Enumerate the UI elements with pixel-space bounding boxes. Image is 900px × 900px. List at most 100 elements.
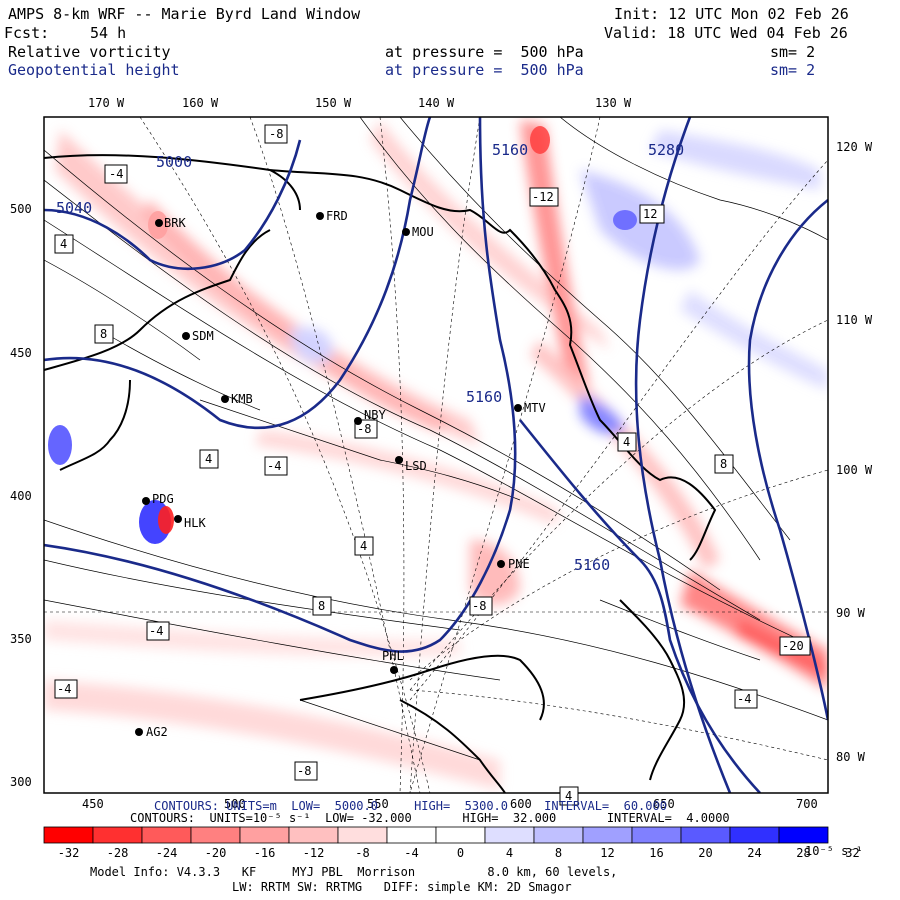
station-kmb: KMB bbox=[221, 392, 253, 406]
x-tick: 450 bbox=[82, 797, 104, 811]
y-tick: 300 bbox=[10, 775, 32, 789]
svg-text:KMB: KMB bbox=[231, 392, 253, 406]
vort-label: -8 bbox=[269, 127, 283, 141]
station-nby: NBY bbox=[354, 408, 386, 425]
lon-label: 90 W bbox=[836, 606, 866, 620]
y-tick: 450 bbox=[10, 346, 32, 360]
field1-smoothing: sm= 2 bbox=[770, 43, 816, 61]
plot-frame bbox=[43, 116, 829, 794]
colorbar-swatch bbox=[190, 826, 241, 844]
svg-text:BRK: BRK bbox=[164, 216, 186, 230]
x-tick: 700 bbox=[796, 797, 818, 811]
lon-label: 110 W bbox=[836, 313, 873, 327]
lon-label: 120 W bbox=[836, 140, 873, 154]
colorbar-tick: -4 bbox=[404, 846, 418, 860]
vorticity-field bbox=[44, 117, 828, 793]
height-contour-5100 bbox=[44, 117, 432, 430]
station-sdm: SDM bbox=[182, 329, 214, 343]
colorbar-swatch bbox=[484, 826, 535, 844]
vorticity-contour-info: CONTOURS: UNITS=10⁻⁵ s⁻¹ LOW= -32.000 HI… bbox=[130, 811, 730, 825]
svg-text:PNE: PNE bbox=[508, 557, 530, 571]
height-label: 5160 bbox=[492, 141, 528, 159]
svg-text:PDG: PDG bbox=[152, 492, 174, 506]
vort-label: -12 bbox=[532, 190, 554, 204]
svg-text:LSD: LSD bbox=[405, 459, 427, 473]
colorbar-tick: -20 bbox=[205, 846, 227, 860]
svg-text:SDM: SDM bbox=[192, 329, 214, 343]
fcst-label: Fcst: bbox=[4, 24, 50, 42]
colorbar-units: 10⁻⁵ s⁻¹ bbox=[805, 844, 863, 858]
vort-label: 4 bbox=[360, 539, 367, 553]
colorbar-tick: 24 bbox=[747, 846, 761, 860]
height-label: 5040 bbox=[56, 199, 92, 217]
vort-label: -4 bbox=[149, 624, 163, 638]
colorbar-swatch bbox=[631, 826, 682, 844]
colorbar-tick: 32 bbox=[845, 846, 859, 860]
colorbar-tick: 12 bbox=[600, 846, 614, 860]
physics-info: LW: RRTM SW: RRTMG DIFF: simple KM: 2D S… bbox=[232, 880, 572, 894]
fcst-value: 54 h bbox=[90, 24, 127, 42]
vort-label: 4 bbox=[623, 435, 630, 449]
field1-level: at pressure = 500 hPa bbox=[385, 43, 584, 61]
valid-time: Valid: 18 UTC Wed 04 Feb 26 bbox=[604, 24, 848, 42]
colorbar-tick: 8 bbox=[555, 846, 562, 860]
station-frd: FRD bbox=[316, 209, 348, 223]
svg-text:MTV: MTV bbox=[524, 401, 546, 415]
height-label: 5280 bbox=[648, 141, 684, 159]
colorbar-tick: -28 bbox=[107, 846, 129, 860]
height-contour-5160b bbox=[518, 419, 761, 793]
height-contour-info: CONTOURS: UNITS=m LOW= 5000.0 HIGH= 5300… bbox=[154, 799, 667, 813]
colorbar-tick: 28 bbox=[796, 846, 810, 860]
height-labels: 5040 5000 5160 5280 5160 5160 bbox=[56, 141, 684, 574]
station-pne: PNE bbox=[497, 557, 530, 571]
colorbar-swatch bbox=[288, 826, 339, 844]
vort-label: 8 bbox=[318, 599, 325, 613]
vort-label: -4 bbox=[109, 167, 123, 181]
field1-name: Relative vorticity bbox=[8, 43, 171, 61]
station-phl: PHL bbox=[382, 649, 404, 674]
station-ag2: AG2 bbox=[135, 725, 168, 739]
colorbar-swatch bbox=[778, 826, 829, 844]
vort-label: -4 bbox=[57, 682, 71, 696]
model-title: AMPS 8-km WRF -- Marie Byrd Land Window bbox=[8, 5, 361, 23]
svg-text:FRD: FRD bbox=[326, 209, 348, 223]
vort-label: 8 bbox=[100, 327, 107, 341]
height-label: 5000 bbox=[156, 153, 192, 171]
colorbar-swatch bbox=[582, 826, 633, 844]
colorbar-tick: 16 bbox=[649, 846, 663, 860]
colorbar-swatch bbox=[435, 826, 486, 844]
colorbar-swatch bbox=[680, 826, 731, 844]
colorbar bbox=[43, 826, 829, 844]
colorbar-swatch bbox=[43, 826, 94, 844]
svg-text:PHL: PHL bbox=[382, 649, 404, 663]
svg-text:HLK: HLK bbox=[184, 516, 206, 530]
vort-label: -4 bbox=[737, 692, 751, 706]
vort-label: -4 bbox=[267, 459, 281, 473]
model-info: Model Info: V4.3.3 KF MYJ PBL Morrison 8… bbox=[90, 865, 618, 879]
x-tick: 650 bbox=[653, 797, 675, 811]
y-axis-labels: 500 450 400 350 300 bbox=[10, 202, 32, 789]
field2-level: at pressure = 500 hPa bbox=[385, 61, 584, 79]
right-longitude-labels: 120 W 110 W 100 W 90 W 80 W bbox=[836, 140, 873, 764]
x-tick: 500 bbox=[224, 797, 246, 811]
svg-text:AG2: AG2 bbox=[146, 725, 168, 739]
height-label: 5160 bbox=[466, 388, 502, 406]
lon-label: 100 W bbox=[836, 463, 873, 477]
station-mtv: MTV bbox=[514, 401, 546, 415]
top-longitude-labels: 170 W 160 W 150 W 140 W 130 W bbox=[88, 96, 632, 110]
colorbar-swatch bbox=[141, 826, 192, 844]
height-label: 5160 bbox=[574, 556, 610, 574]
vort-label: -8 bbox=[472, 599, 486, 613]
station-brk: BRK bbox=[155, 216, 186, 230]
x-axis-labels: 450 500 550 600 650 700 bbox=[82, 797, 818, 811]
colorbar-tick: -12 bbox=[303, 846, 325, 860]
colorbar-tick: -32 bbox=[58, 846, 80, 860]
colorbar-swatch bbox=[92, 826, 143, 844]
colorbar-swatch bbox=[337, 826, 388, 844]
colorbar-swatch bbox=[533, 826, 584, 844]
field2-smoothing: sm= 2 bbox=[770, 61, 816, 79]
vort-label: -20 bbox=[782, 639, 804, 653]
station-mou: MOU bbox=[402, 225, 434, 239]
lon-label: 150 W bbox=[315, 96, 352, 110]
